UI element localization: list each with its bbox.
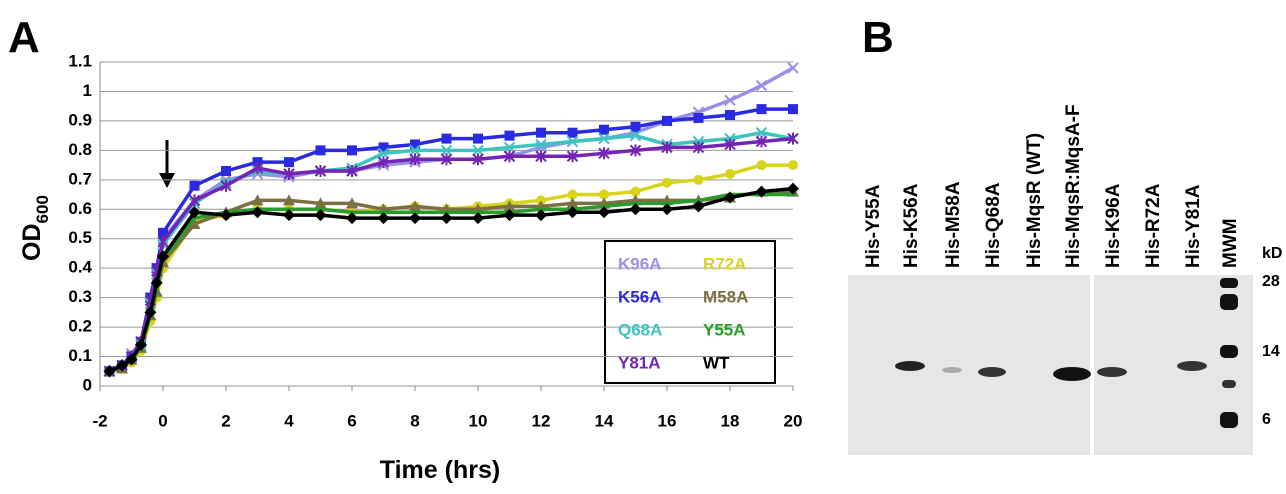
point [694, 175, 704, 185]
point [662, 178, 672, 188]
y-tick-label: 0.9 [68, 110, 92, 129]
figure: A Time (hrs) OD600 0 0.1 0.2 0.3 0.4 0.5 0.6 0.… [0, 0, 1286, 494]
y-label-sub: 600 [33, 195, 52, 223]
y-tick-label: 0.1 [68, 346, 92, 365]
y-tick-label: 0 [83, 375, 92, 394]
legend-label: WT [703, 353, 730, 372]
x-tick-label: 20 [784, 411, 803, 430]
chart: A Time (hrs) OD600 0 0.1 0.2 0.3 0.4 0.5 0.6 0.… [0, 0, 1286, 494]
lane-label: His-R72A [1143, 183, 1164, 268]
band [978, 367, 1006, 377]
unit-label: kD [1262, 245, 1282, 262]
band [895, 361, 925, 371]
marker-band [1220, 345, 1238, 358]
lane-label: His-Q68A [983, 182, 1004, 268]
x-tick-label: 16 [658, 411, 677, 430]
point [221, 166, 231, 176]
point [473, 134, 483, 144]
lane-label: His-Y55A [863, 184, 884, 268]
point [725, 110, 735, 120]
point [536, 128, 546, 138]
legend-label: Y55A [703, 320, 746, 339]
marker-band [1220, 294, 1238, 310]
lane-label: His-MqsR:MqsA-F [1063, 104, 1084, 268]
panel-label: A [8, 13, 40, 62]
y-tick-label: 0.8 [68, 140, 92, 159]
point [757, 160, 767, 170]
point [662, 116, 672, 126]
legend-label: R72A [703, 254, 746, 273]
y-tick-label: 0.3 [68, 287, 92, 306]
blot-separator [1090, 275, 1094, 455]
arrow-head [159, 173, 175, 188]
marker-label: 28 [1262, 273, 1280, 290]
legend-label: M58A [703, 287, 748, 306]
point [599, 125, 609, 135]
y-tick-label: 1 [83, 81, 92, 100]
point [631, 122, 641, 132]
x-tick-label: 12 [532, 411, 551, 430]
point [788, 104, 798, 114]
marker-label: 14 [1262, 343, 1280, 360]
point [694, 113, 704, 123]
point [190, 181, 200, 191]
marker-band [1222, 380, 1236, 388]
point [442, 134, 452, 144]
legend-label: Y81A [618, 353, 661, 372]
x-tick-label: 8 [410, 411, 419, 430]
lane-label: His-K56A [901, 183, 922, 268]
point [725, 169, 735, 179]
x-tick-label: 4 [284, 411, 294, 430]
legend-label: Q68A [618, 320, 662, 339]
x-tick-label: 6 [347, 411, 356, 430]
y-tick-label: 0.7 [68, 169, 92, 188]
y-tick-label: 1.1 [68, 51, 92, 70]
x-tick-label: 18 [721, 411, 740, 430]
band [1053, 367, 1091, 381]
point [757, 104, 767, 114]
legend-label: K56A [618, 287, 661, 306]
y-tick-label: 0.2 [68, 317, 92, 336]
x-tick-label: 2 [221, 411, 230, 430]
point [788, 160, 798, 170]
point [284, 157, 294, 167]
marker-label: 6 [1262, 411, 1271, 428]
y-tick-label: 0.6 [68, 199, 92, 218]
point [505, 131, 515, 141]
lane-label: His-Y81A [1183, 184, 1204, 268]
x-tick-label: 10 [469, 411, 488, 430]
point [568, 128, 578, 138]
lane-label: His-M58A [943, 181, 964, 268]
blot-panel: B kD His-Y55A His-K56A His-M58A His-Q68A His… [848, 13, 1282, 455]
band [942, 367, 962, 373]
band [1177, 361, 1207, 371]
band [1097, 367, 1127, 377]
marker-band [1220, 278, 1238, 288]
x-tick-label: 14 [595, 411, 614, 430]
lane-label: His-MqsR (WT) [1024, 133, 1045, 268]
x-tick-label: -2 [92, 411, 107, 430]
point [347, 145, 357, 155]
panel-label: B [862, 13, 894, 62]
y-axis-title: OD600 [18, 195, 52, 261]
legend-label: K96A [618, 254, 661, 273]
x-axis-title: Time (hrs) [380, 456, 500, 484]
y-tick-label: 0.5 [68, 228, 92, 247]
y-label: OD [18, 223, 46, 261]
y-tick-label: 0.4 [68, 258, 92, 277]
arrow [159, 140, 175, 188]
point [316, 145, 326, 155]
lane-label: His-K96A [1103, 183, 1124, 268]
marker-band [1220, 412, 1238, 428]
x-tick-label: 0 [158, 411, 167, 430]
lane-label: MWM [1220, 218, 1241, 268]
